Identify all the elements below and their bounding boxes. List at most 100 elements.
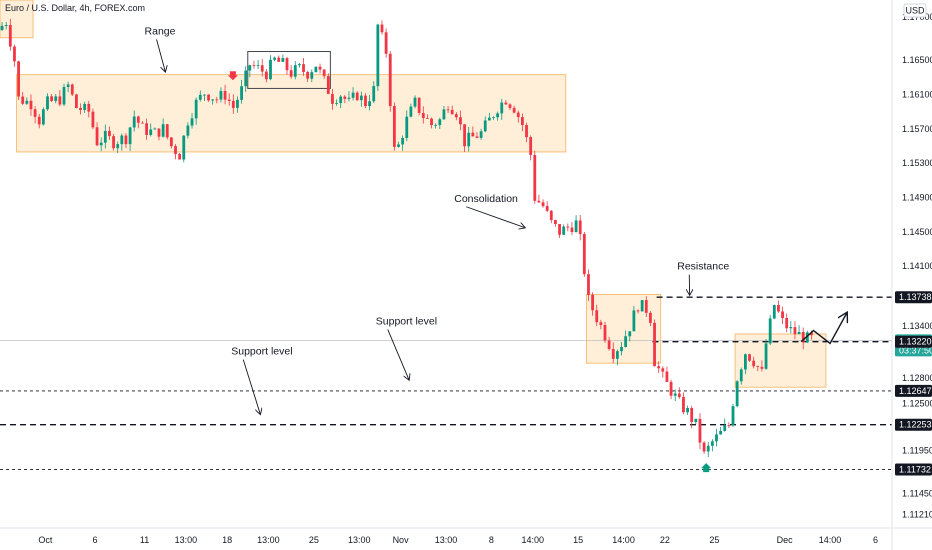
candle <box>128 126 132 151</box>
candle <box>471 126 475 137</box>
y-tick-label: 1.13400 <box>902 321 932 331</box>
candle <box>141 120 144 124</box>
candle <box>364 93 367 109</box>
time-axis[interactable]: Oct 6 11 13:00 18 13:00 25 13:00 Nov 13:00 8 14:00 1… <box>38 535 878 545</box>
annotation-label: Consolidation <box>454 193 518 205</box>
annotation-arrow <box>387 329 409 380</box>
candle <box>289 65 293 79</box>
candle <box>479 128 483 140</box>
zone-rect <box>0 0 34 39</box>
candle <box>467 126 471 152</box>
annotation-arrow <box>466 206 524 228</box>
x-tick-label: 14:00 <box>612 535 635 545</box>
candle <box>525 122 528 143</box>
candle <box>331 88 334 110</box>
price-tag: 1.13738 <box>895 291 932 304</box>
candle <box>781 306 784 324</box>
candle <box>355 91 359 102</box>
candle <box>314 66 318 73</box>
svg-text:1.13220: 1.13220 <box>899 337 932 347</box>
candle <box>632 305 636 332</box>
candle <box>124 133 128 149</box>
arrow-up-icon <box>701 463 712 473</box>
candle <box>454 112 458 121</box>
x-tick-label: 13:00 <box>348 535 371 545</box>
candle <box>318 63 322 74</box>
x-tick-label: 13:00 <box>435 535 458 545</box>
candle <box>677 387 681 399</box>
candle <box>529 135 533 161</box>
candle <box>731 403 735 428</box>
candle <box>368 94 372 111</box>
candle <box>669 379 673 400</box>
candle <box>62 83 66 107</box>
candle <box>8 18 12 51</box>
candle <box>132 110 136 132</box>
y-tick-label: 1.12800 <box>902 373 932 383</box>
candle <box>789 320 793 334</box>
candle <box>297 62 301 68</box>
y-tick-label: 1.14900 <box>902 192 932 202</box>
candle <box>797 325 801 335</box>
annotation-arrow <box>242 359 260 414</box>
svg-text:1.11732: 1.11732 <box>899 464 931 474</box>
candle <box>409 103 413 118</box>
candle <box>649 311 652 327</box>
candle <box>537 194 541 204</box>
candle <box>149 123 153 137</box>
candle <box>83 101 87 113</box>
price-tag: 1.12647 <box>895 384 932 397</box>
candle <box>690 405 694 429</box>
projection-arrow <box>800 313 846 345</box>
candle <box>710 439 714 452</box>
candle <box>182 135 186 163</box>
candle <box>611 342 615 364</box>
currency-label: USD <box>905 6 925 16</box>
candle <box>252 60 256 69</box>
candle <box>326 73 330 95</box>
x-tick-label: 8 <box>489 535 494 545</box>
candle <box>541 199 545 208</box>
candle <box>227 93 231 106</box>
y-tick-label: 1.12500 <box>902 399 932 409</box>
candle <box>459 110 462 131</box>
candle <box>756 365 760 372</box>
candle <box>777 300 780 313</box>
candle <box>603 321 607 344</box>
candle <box>793 321 797 340</box>
candle <box>739 367 743 385</box>
candle <box>240 79 243 104</box>
candle <box>694 418 698 425</box>
candle <box>198 90 202 102</box>
candle <box>99 137 103 152</box>
candle <box>17 60 20 100</box>
candle <box>4 21 8 30</box>
candle <box>644 296 648 318</box>
candle <box>91 108 95 130</box>
currency-badge[interactable]: USD <box>903 3 927 18</box>
candle <box>595 304 599 327</box>
price-tag: 1.12253 <box>895 418 932 431</box>
x-tick-label: Nov <box>393 535 410 545</box>
range-box <box>247 51 331 89</box>
candle <box>95 122 99 147</box>
candle <box>79 103 82 115</box>
candle <box>174 144 177 160</box>
candle <box>657 361 661 374</box>
x-tick-label: Dec <box>777 535 794 545</box>
price-tag: 1.11732 <box>895 463 932 476</box>
candle <box>66 81 70 93</box>
candle <box>388 51 392 112</box>
candle <box>339 94 343 109</box>
candle <box>41 107 45 126</box>
candle <box>698 413 702 450</box>
candle <box>37 113 41 129</box>
candle <box>29 94 33 116</box>
candle <box>735 380 739 408</box>
candle <box>549 210 553 224</box>
candle <box>405 110 409 142</box>
candle <box>417 97 421 116</box>
candle <box>203 94 206 101</box>
